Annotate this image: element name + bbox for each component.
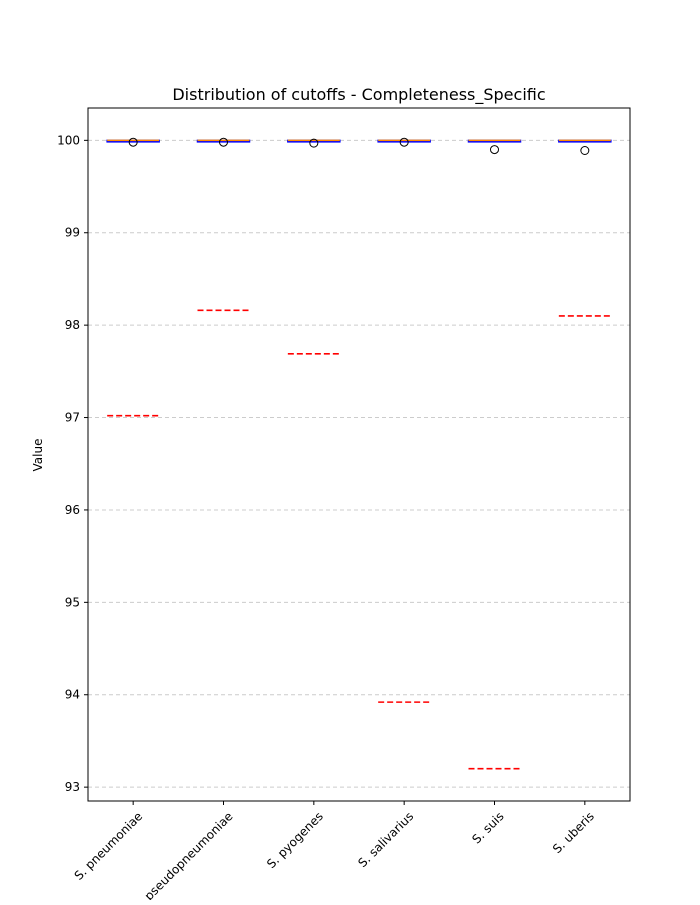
outlier-point [219, 137, 228, 147]
y-ticks: 93 94 95 96 97 98 99 100 [57, 133, 88, 794]
y-tick-label: 100 [57, 133, 80, 147]
y-axis-label: Value [31, 439, 45, 472]
x-tick-label: S. suis [469, 809, 506, 846]
box-group [287, 138, 341, 355]
box-group [467, 139, 522, 770]
y-tick-label: 94 [65, 688, 80, 702]
y-tick-label: 99 [65, 226, 80, 240]
box-group [377, 137, 431, 703]
x-tick-label: S. pseudopneumoniae [131, 809, 236, 900]
x-tick-label: S. uberis [550, 809, 597, 856]
x-tick-label: S. pneumoniae [72, 809, 146, 883]
outlier-point [399, 137, 409, 147]
box-group [558, 139, 612, 317]
plot-frame [87, 107, 631, 802]
outlier-point [580, 146, 590, 156]
chart-title: Distribution of cutoffs - Completeness_S… [172, 85, 545, 105]
outlier-point [128, 137, 138, 147]
y-tick-label: 95 [65, 595, 80, 609]
grid-layer [88, 139, 630, 788]
y-tick-label: 97 [65, 411, 80, 425]
y-tick-label: 98 [65, 318, 80, 332]
y-tick-label: 93 [65, 780, 80, 794]
x-tick-label: S. salivarius [355, 809, 416, 870]
box-group [196, 137, 251, 312]
box-layer [106, 137, 612, 770]
outlier-point [309, 138, 319, 148]
box-group [106, 137, 160, 417]
outlier-point [490, 145, 499, 155]
x-tick-label: S. pyogenes [264, 809, 326, 871]
y-tick-label: 96 [65, 503, 80, 517]
